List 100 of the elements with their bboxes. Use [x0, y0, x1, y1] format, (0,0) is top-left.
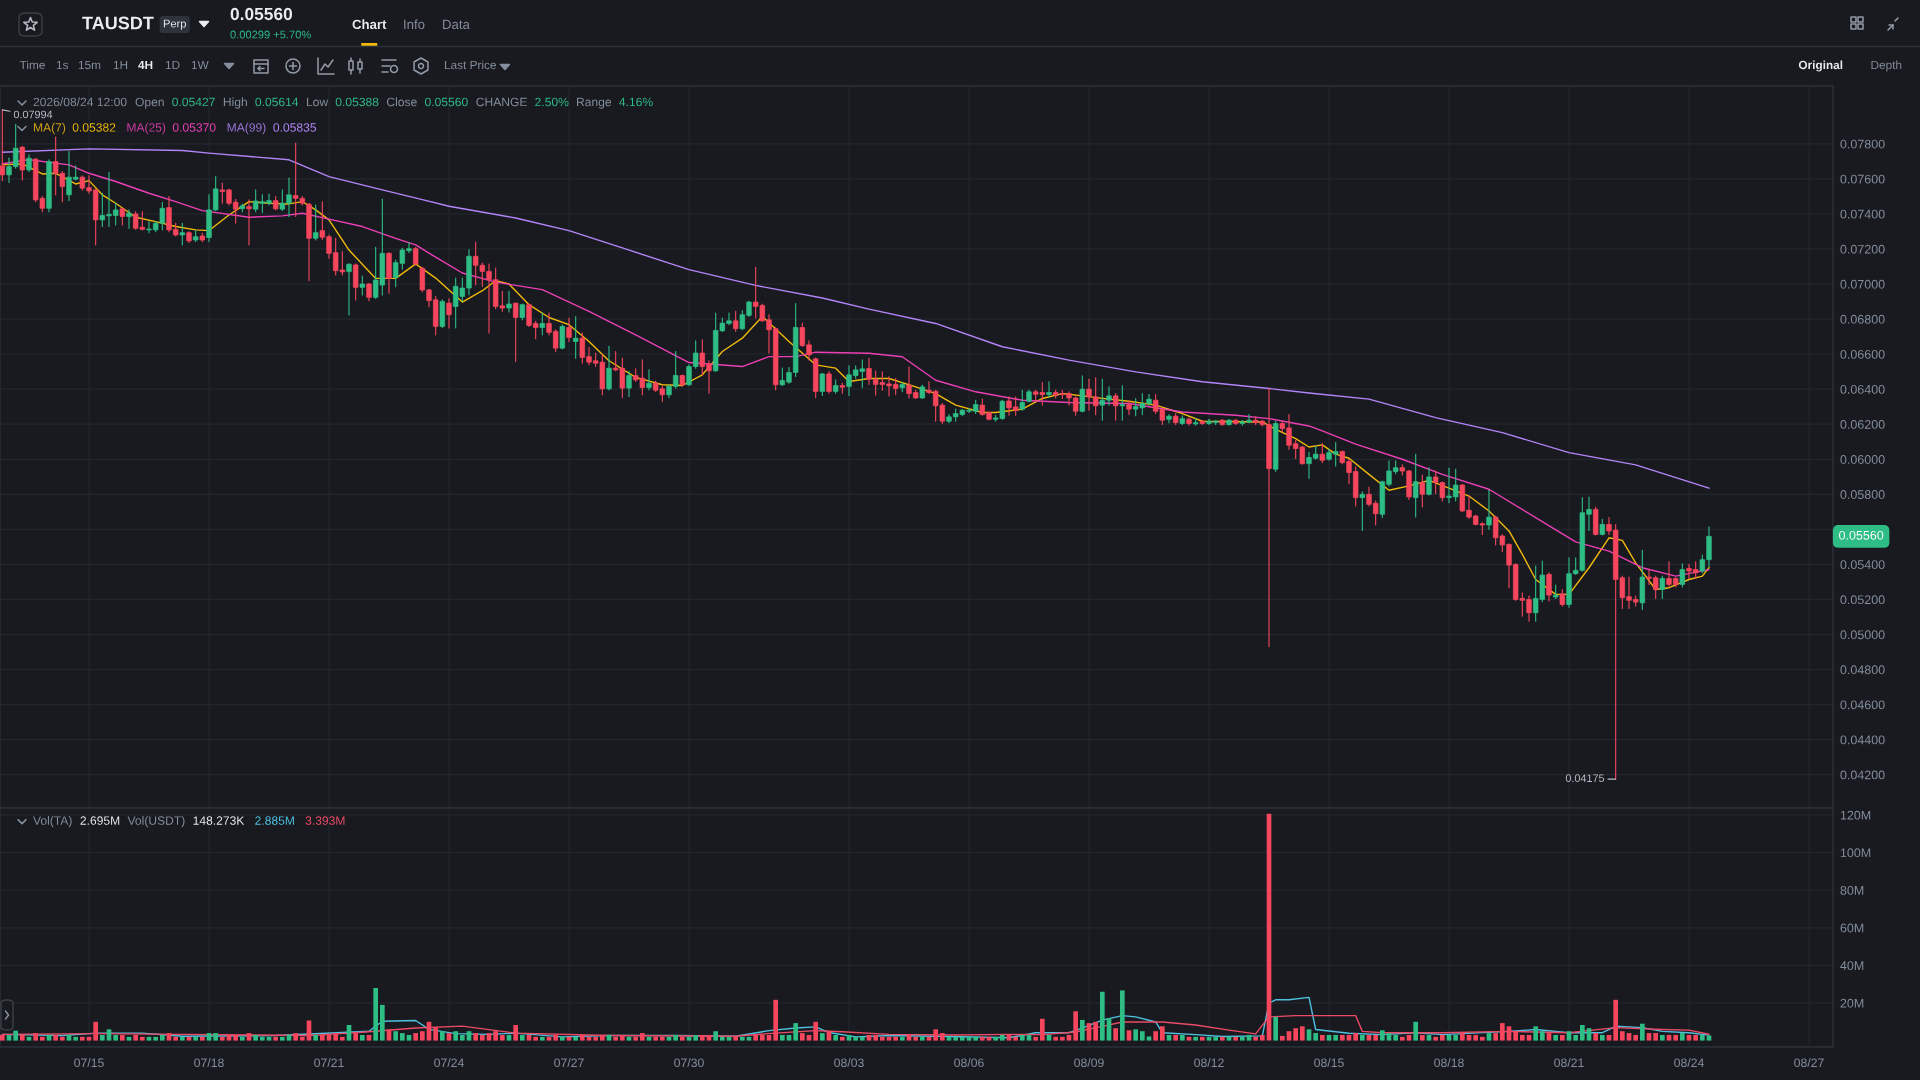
bar [1286, 1031, 1292, 1041]
bar [1380, 1030, 1385, 1041]
text: 1s [56, 60, 69, 70]
bar [673, 1034, 678, 1041]
bar [1220, 1036, 1225, 1041]
y-tick-label: 0.06200 [1840, 420, 1885, 429]
bar [153, 1036, 158, 1041]
candlestick [1046, 381, 1052, 398]
bar [1060, 1036, 1065, 1041]
bar [793, 1023, 798, 1041]
bar [806, 1034, 812, 1041]
text: Perp [163, 19, 186, 30]
bar [406, 1034, 412, 1041]
bar [1146, 1036, 1152, 1041]
chart-title: TAUSDT [82, 16, 154, 30]
bar [1406, 1034, 1412, 1041]
bar [1393, 1034, 1398, 1041]
bar [213, 1033, 218, 1041]
candlestick [179, 222, 186, 246]
bar [453, 1031, 458, 1041]
bar [1260, 1034, 1265, 1041]
candlestick [346, 263, 352, 316]
bar [1420, 1034, 1425, 1041]
annotation: 0.05427 [172, 97, 215, 107]
text: MA(7) [33, 122, 66, 135]
bar [913, 1036, 918, 1041]
bar [1486, 1033, 1492, 1041]
bar [1326, 1034, 1332, 1041]
bar [1580, 1025, 1585, 1041]
y-tick-label: 0.05800 [1840, 490, 1885, 499]
bar [713, 1031, 718, 1041]
y-tick-label: 0.07000 [1840, 279, 1885, 289]
bar [1160, 1026, 1165, 1041]
bar [1473, 1034, 1478, 1041]
bar [1233, 1036, 1238, 1041]
bar [80, 1036, 85, 1041]
annotation: 0.04175 [1565, 774, 1605, 782]
bar [1553, 1034, 1558, 1041]
candlestick [1079, 375, 1086, 413]
y-tick-label: 100M [1840, 848, 1871, 858]
bar [340, 1036, 345, 1041]
bar [993, 1036, 998, 1041]
bar [1046, 1034, 1052, 1041]
annotation: 0.07994 [13, 110, 53, 119]
bar [1400, 1036, 1405, 1041]
text: Time [19, 60, 45, 70]
text: Data [443, 19, 470, 30]
bar [1013, 1036, 1018, 1041]
bar [66, 1034, 72, 1041]
bar [1593, 1033, 1598, 1041]
text: 0.05560 [230, 7, 293, 21]
bar [220, 1036, 225, 1041]
annotation: 0.05382 [72, 123, 116, 132]
bar [833, 1034, 838, 1041]
text: 15m [78, 60, 101, 70]
bar [1120, 990, 1125, 1041]
bar [1520, 1034, 1525, 1041]
candlestick [359, 275, 366, 296]
bar [1566, 1031, 1572, 1041]
bar [200, 1036, 205, 1041]
x-tick-label: 08/21 [1554, 1058, 1584, 1068]
y-tick-label: 0.05200 [1840, 595, 1885, 605]
candlestick [1166, 414, 1172, 424]
candlestick [1319, 442, 1326, 464]
x-tick-label: 07/21 [314, 1058, 344, 1068]
bar [1526, 1034, 1532, 1041]
x-tick-label: 08/12 [1194, 1058, 1224, 1068]
bar [540, 1036, 545, 1041]
y-tick-label: 0.07600 [1840, 174, 1885, 184]
bar [6, 1034, 12, 1041]
bar [1200, 1036, 1205, 1041]
annotation: Vol(USDT) [127, 815, 185, 828]
bar [1280, 1035, 1285, 1041]
bar [46, 1034, 52, 1041]
annotation: 0.05370 [172, 123, 216, 132]
bar [606, 1034, 612, 1041]
bar [693, 1034, 698, 1041]
bar [1586, 1028, 1592, 1041]
bar [173, 1036, 178, 1041]
bar [113, 1034, 118, 1041]
bar [1246, 1034, 1252, 1041]
bar [533, 1036, 538, 1041]
y-tick-label: 0.04800 [1840, 665, 1885, 675]
bar [1673, 1034, 1678, 1041]
candlestick [732, 310, 739, 332]
y-tick-label: 60M [1840, 923, 1864, 933]
bar [1360, 1034, 1365, 1041]
bar [1646, 1033, 1652, 1041]
candlestick [312, 204, 319, 241]
bar [1340, 1034, 1345, 1041]
annotation: Low [306, 97, 329, 107]
bar [106, 1029, 112, 1041]
annotation: High [223, 97, 247, 109]
bar [920, 1036, 925, 1041]
bar [1100, 991, 1105, 1041]
x-tick-label: 08/18 [1434, 1058, 1464, 1068]
bar [1686, 1034, 1692, 1041]
candlestick [1546, 572, 1552, 602]
text: Original [1798, 60, 1843, 72]
candlestick [126, 209, 132, 229]
